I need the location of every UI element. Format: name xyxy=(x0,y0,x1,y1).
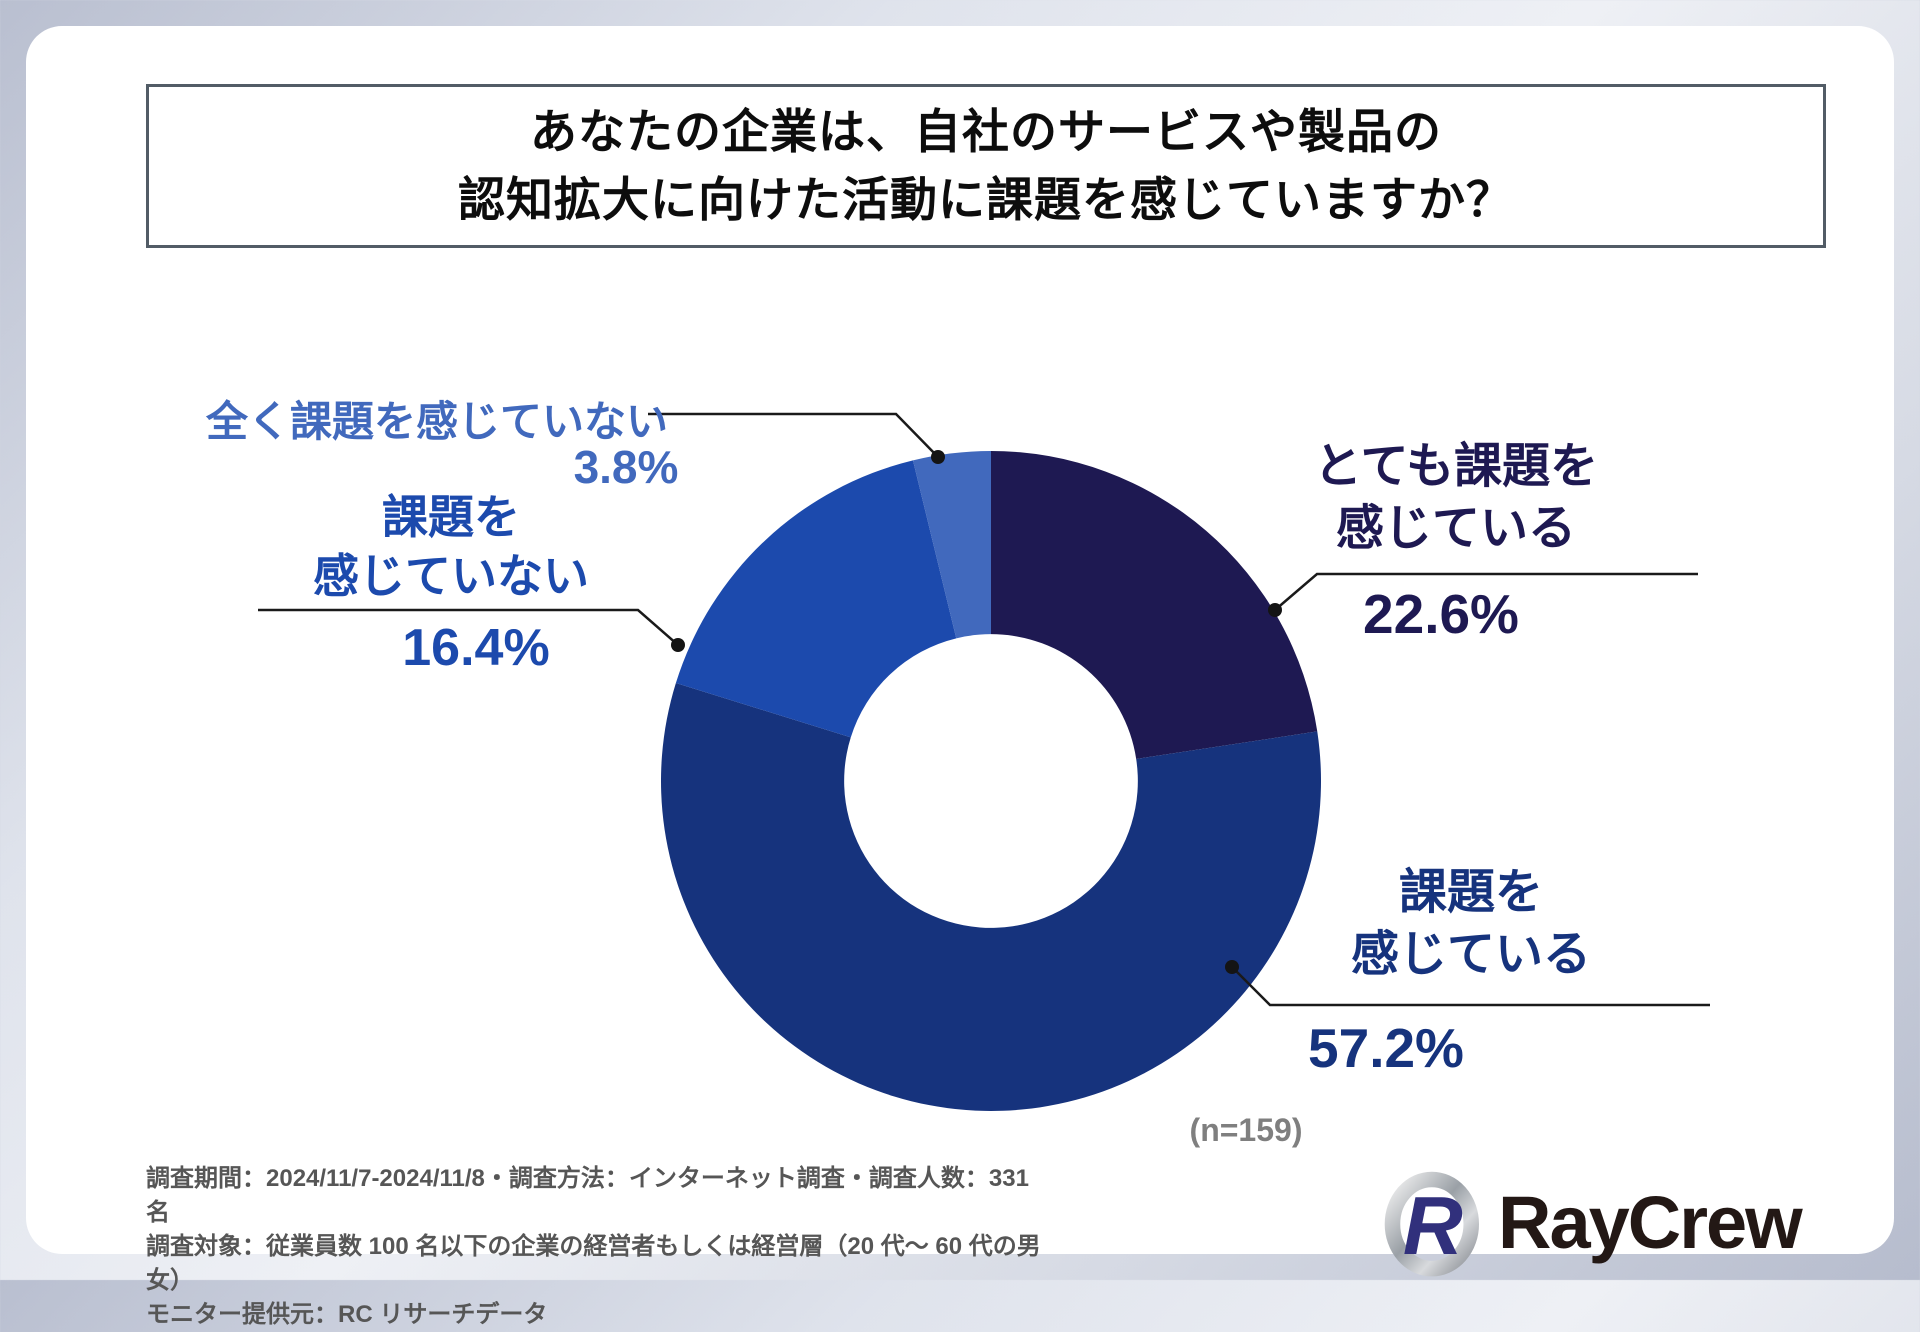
footnote-line3: モニター提供元：RC リサーチデータ xyxy=(146,1301,548,1329)
logo-ring xyxy=(1384,1171,1480,1277)
donut-segment-1 xyxy=(661,682,1321,1111)
donut-segment-3 xyxy=(912,451,991,639)
segment-label-not-line2: 感じていない xyxy=(313,549,589,602)
segment-label-not-line1: 課題を xyxy=(382,491,520,543)
donut-chart xyxy=(661,451,1321,1111)
segment-label-very-line2: 感じている xyxy=(1335,502,1576,556)
segment-label-has-line1: 課題を xyxy=(1398,866,1543,919)
segment-pct-has: 57.2% xyxy=(1308,1017,1464,1079)
segment-pct-very: 22.6% xyxy=(1363,583,1519,645)
raycrew-wordmark: RayCrew xyxy=(1498,1180,1803,1264)
segment-label-very-line1: とても課題を xyxy=(1313,440,1599,493)
page-title-line2: 認知拡大に向けた活動に課題を感じていますか？ xyxy=(458,173,1514,226)
segment-label-has-line2: 感じている xyxy=(1350,928,1591,982)
raycrew-logo: R RayCrew xyxy=(1384,1162,1803,1282)
infographic-card: あなたの企業は、自社のサービスや製品の 認知拡大に向けた活動に課題を感じています… xyxy=(26,26,1894,1328)
segment-label-not: 課題を 感じていない xyxy=(261,488,641,606)
donut-segment-2 xyxy=(675,460,957,738)
raycrew-logo-emblem: R xyxy=(1384,1171,1480,1277)
segment-label-has: 課題を 感じている xyxy=(1271,862,1671,987)
segment-label-very: とても課題を 感じている xyxy=(1256,436,1656,561)
logo-r-glyph: R xyxy=(1403,1179,1463,1272)
donut-segment-0 xyxy=(991,451,1318,759)
segment-label-none: 全く課題を感じていない xyxy=(206,398,669,445)
title-box: あなたの企業は、自社のサービスや製品の 認知拡大に向けた活動に課題を感じています… xyxy=(146,84,1826,248)
footnote-line2: 調査対象：従業員数 100 名以下の企業の経営者もしくは経営層（20 代～ 60… xyxy=(146,1233,1041,1295)
page-title-line1: あなたの企業は、自社のサービスや製品の xyxy=(530,104,1442,158)
segment-pct-not: 16.4% xyxy=(402,619,550,677)
survey-footnote: 調査期間：2024/11/7-2024/11/8・調査方法：インターネット調査・… xyxy=(146,1162,1046,1332)
segment-pct-none: 3.8% xyxy=(573,441,679,493)
sample-size-label: (n=159) xyxy=(1189,1112,1303,1148)
footnote-line1: 調査期間：2024/11/7-2024/11/8・調査方法：インターネット調査・… xyxy=(146,1165,1029,1227)
